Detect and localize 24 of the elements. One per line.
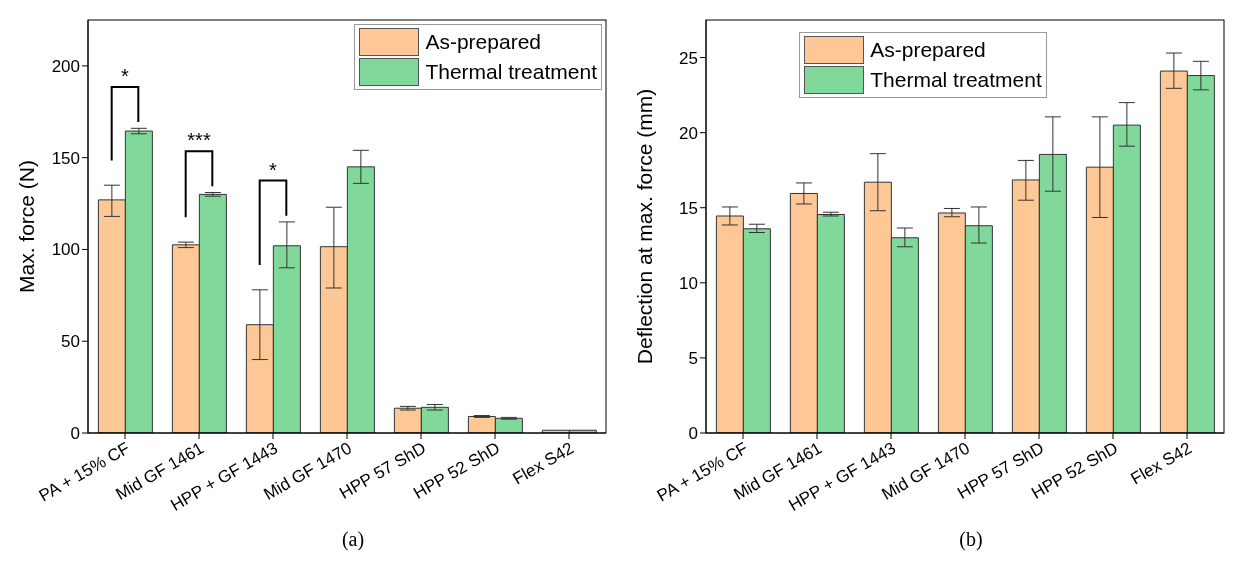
y-axis-title: Deflection at max. force (mm) <box>633 88 657 365</box>
y-axis-title: Max. force (N) <box>15 159 39 294</box>
text: (a) <box>340 528 366 551</box>
legend-label: As-prepared <box>870 37 986 63</box>
y-tick-label: 50 <box>61 332 80 352</box>
y-tick-label: 0 <box>70 424 80 444</box>
y-tick-label: 150 <box>51 148 80 168</box>
annotation: *** <box>187 129 211 152</box>
y-tick-label: 20 <box>679 123 698 143</box>
y-tick-label: 5 <box>688 348 698 368</box>
legend-label: Thermal treatment <box>425 59 597 85</box>
y-tick-label: 100 <box>51 240 80 260</box>
y-tick-label: 200 <box>51 56 80 76</box>
annotation: * <box>121 65 130 87</box>
legend-label: Thermal treatment <box>870 67 1042 93</box>
legend-label: As-prepared <box>425 29 541 55</box>
x-tick-label: Flex S42 <box>1127 438 1196 489</box>
y-tick-label: 25 <box>679 48 698 68</box>
y-tick-label: 10 <box>679 273 698 293</box>
text: (b) <box>958 528 984 551</box>
annotation: * <box>269 158 278 181</box>
y-tick-label: 0 <box>688 424 698 444</box>
x-tick-label: Flex S42 <box>509 438 578 489</box>
y-tick-label: 15 <box>679 198 698 218</box>
